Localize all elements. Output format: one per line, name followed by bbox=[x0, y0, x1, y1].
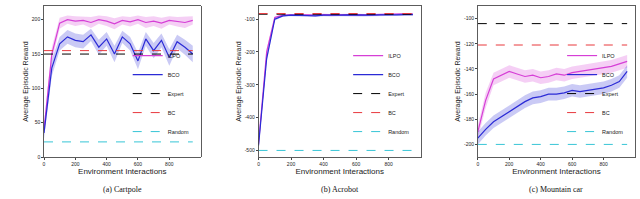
svg-text:600: 600 bbox=[352, 161, 361, 167]
svg-text:Average Episodic Reward: Average Episodic Reward bbox=[235, 41, 243, 122]
svg-text:400: 400 bbox=[319, 161, 328, 167]
svg-text:-300: -300 bbox=[245, 82, 255, 88]
svg-text:50: 50 bbox=[35, 119, 41, 125]
svg-text:-120: -120 bbox=[464, 41, 474, 47]
svg-text:BCO: BCO bbox=[168, 72, 181, 78]
svg-text:Random: Random bbox=[388, 129, 409, 135]
svg-text:Expert: Expert bbox=[602, 91, 618, 97]
svg-text:0: 0 bbox=[476, 161, 479, 167]
svg-text:(c) Mountain car: (c) Mountain car bbox=[529, 185, 583, 194]
svg-text:Random: Random bbox=[168, 129, 189, 135]
svg-text:BC: BC bbox=[168, 110, 176, 116]
svg-text:-400: -400 bbox=[245, 114, 255, 120]
svg-text:ILPO: ILPO bbox=[602, 53, 615, 59]
svg-text:400: 400 bbox=[102, 161, 111, 167]
svg-text:Environment Interactions: Environment Interactions bbox=[512, 167, 601, 176]
svg-text:BCO: BCO bbox=[388, 72, 401, 78]
svg-text:800: 800 bbox=[384, 161, 393, 167]
svg-text:Average Episodic Reward: Average Episodic Reward bbox=[454, 41, 462, 122]
svg-text:Random: Random bbox=[602, 129, 623, 135]
svg-text:-180: -180 bbox=[464, 116, 474, 122]
svg-text:200: 200 bbox=[71, 161, 80, 167]
svg-text:-100: -100 bbox=[245, 16, 255, 22]
svg-text:600: 600 bbox=[134, 161, 143, 167]
svg-text:-200: -200 bbox=[245, 49, 255, 55]
svg-text:ILPO: ILPO bbox=[168, 53, 181, 59]
svg-text:-200: -200 bbox=[464, 141, 474, 147]
svg-text:800: 800 bbox=[165, 161, 174, 167]
svg-text:-100: -100 bbox=[464, 15, 474, 21]
svg-text:-160: -160 bbox=[464, 91, 474, 97]
svg-text:(b) Acrobot: (b) Acrobot bbox=[321, 185, 359, 194]
svg-text:150: 150 bbox=[32, 51, 41, 57]
svg-text:200: 200 bbox=[32, 16, 41, 22]
svg-text:600: 600 bbox=[568, 161, 577, 167]
svg-text:BC: BC bbox=[388, 110, 396, 116]
svg-text:BCO: BCO bbox=[602, 72, 615, 78]
svg-text:0: 0 bbox=[43, 161, 46, 167]
svg-text:Environment Interactions: Environment Interactions bbox=[78, 167, 167, 176]
svg-text:Environment Interactions: Environment Interactions bbox=[296, 167, 385, 176]
svg-text:Average Episodic Reward: Average Episodic Reward bbox=[22, 41, 30, 122]
svg-text:(a) Cartpole: (a) Cartpole bbox=[103, 185, 142, 194]
svg-text:0: 0 bbox=[37, 154, 40, 160]
svg-text:400: 400 bbox=[537, 161, 546, 167]
svg-text:ILPO: ILPO bbox=[388, 53, 401, 59]
svg-text:BC: BC bbox=[602, 110, 610, 116]
svg-text:800: 800 bbox=[599, 161, 608, 167]
svg-text:Expert: Expert bbox=[168, 91, 184, 97]
svg-text:100: 100 bbox=[32, 85, 41, 91]
svg-text:Expert: Expert bbox=[388, 91, 404, 97]
svg-text:200: 200 bbox=[287, 161, 296, 167]
svg-text:200: 200 bbox=[505, 161, 514, 167]
svg-text:-500: -500 bbox=[245, 147, 255, 153]
svg-text:0: 0 bbox=[257, 161, 260, 167]
svg-text:-140: -140 bbox=[464, 66, 474, 72]
